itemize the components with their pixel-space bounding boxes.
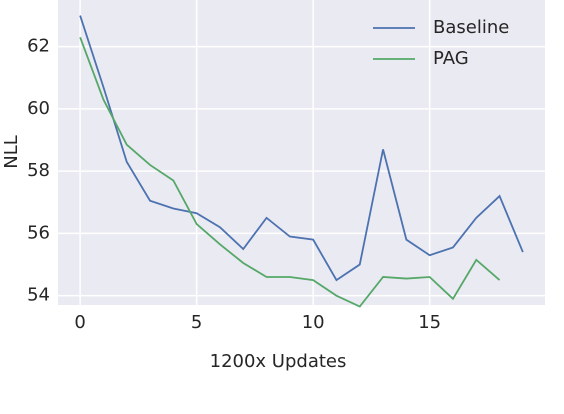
legend-label: PAG [433, 48, 469, 69]
x-tick-label: 15 [418, 312, 441, 333]
y-tick-label: 60 [27, 98, 50, 119]
y-tick-label: 56 [27, 222, 50, 243]
line [79, 15, 524, 282]
y-tick-label: 58 [27, 160, 50, 181]
x-tick-label: 0 [74, 312, 85, 333]
x-tick-label: 5 [191, 312, 202, 333]
x-axis-label: 1200x Updates [210, 351, 347, 372]
legend-label: Baseline [433, 17, 509, 38]
x-tick-label: 10 [302, 312, 325, 333]
plot-area [58, 0, 545, 305]
y-axis-label: NLL [1, 135, 22, 169]
y-tick-label: 62 [27, 36, 50, 57]
y-tick-label: 54 [27, 285, 50, 306]
line [79, 37, 501, 308]
